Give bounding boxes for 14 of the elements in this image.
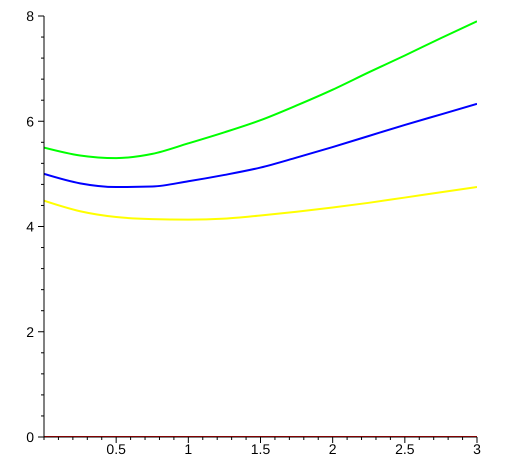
x-tick-label: 2.5	[395, 441, 415, 457]
line-series	[44, 20, 477, 160]
y-tick-label: 0	[26, 429, 34, 446]
x-tick-label: 1.5	[250, 441, 270, 457]
line-series	[44, 186, 477, 221]
y-tick-label: 6	[26, 113, 34, 130]
y-tick-label: 8	[26, 8, 34, 24]
x-tick-label: 1	[184, 441, 192, 457]
y-tick-label: 2	[26, 324, 34, 340]
x-tick-label: 0.5	[106, 441, 126, 457]
line-series	[44, 102, 477, 188]
x-tick-label: 3	[473, 441, 482, 457]
y-tick-label: 4	[26, 218, 34, 235]
x-tick-label: 2	[328, 441, 337, 457]
